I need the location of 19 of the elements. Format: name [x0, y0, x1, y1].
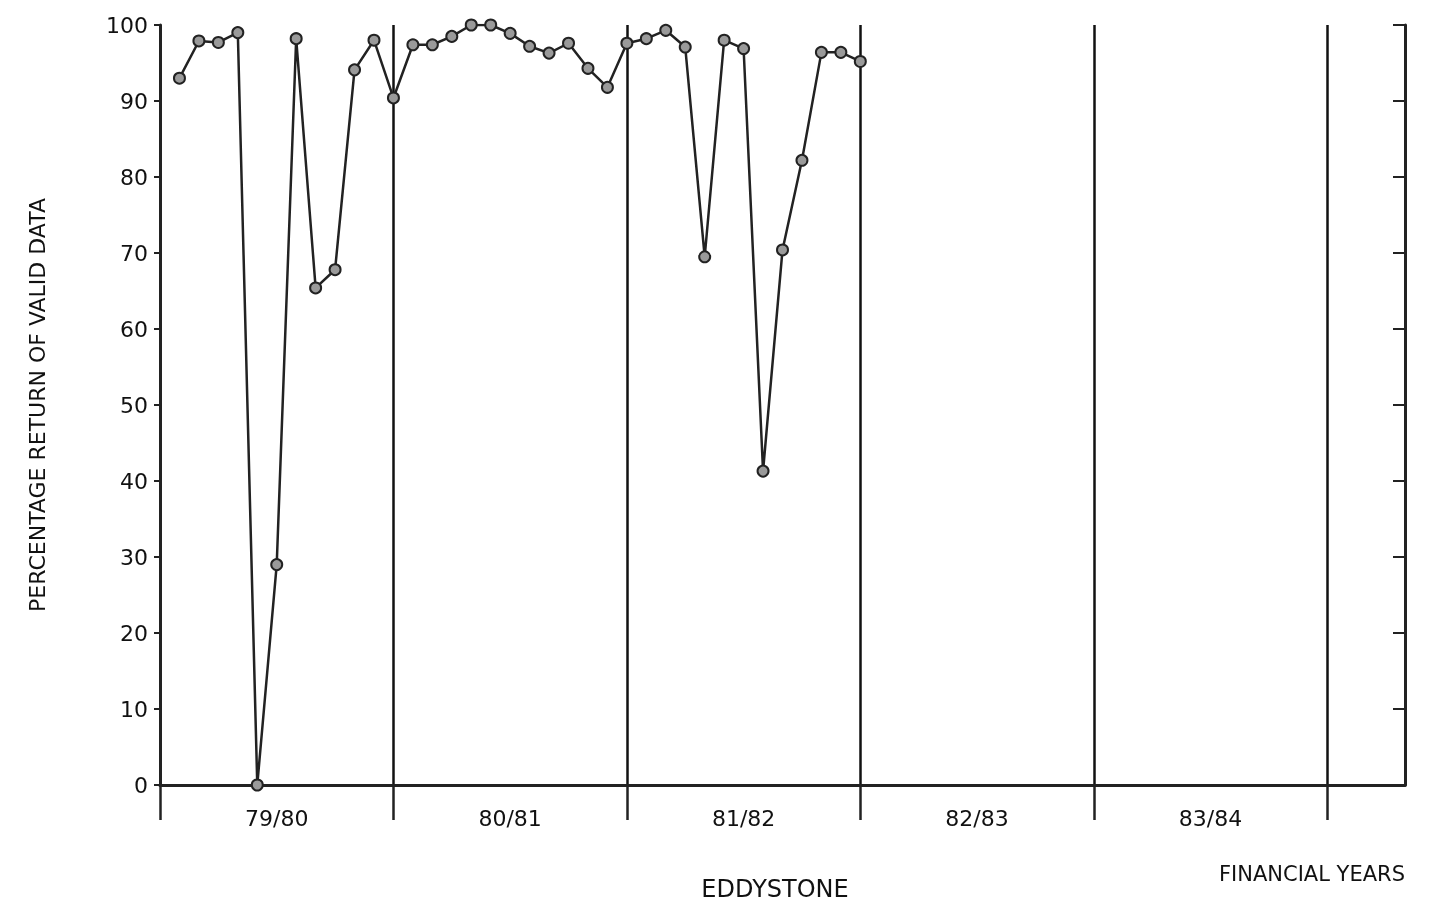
y-tick-label: 100 [106, 12, 148, 38]
y-tick-label: 20 [120, 620, 148, 646]
y-tick-label: 0 [134, 772, 148, 798]
y-tick-label: 40 [120, 468, 148, 494]
x-axis-title: FINANCIAL YEARS [1218, 861, 1405, 886]
x-tick-label: 80/81 [478, 805, 542, 831]
x-tick-label: 79/80 [245, 805, 309, 831]
y-axis-title: PERCENTAGE RETURN OF VALID DATA [24, 198, 50, 612]
y-tick-label: 70 [120, 240, 148, 266]
y-tick-label: 60 [120, 316, 148, 342]
y-tick-label: 80 [120, 164, 148, 190]
x-tick-label: 81/82 [711, 805, 776, 831]
x-tick-label: 82/83 [945, 805, 1009, 831]
text: EDDYSTONE [701, 875, 849, 903]
y-tick-label: 50 [120, 392, 148, 418]
y-tick-label: 90 [120, 88, 148, 114]
y-tick-label: 10 [120, 696, 148, 722]
x-tick-label: 83/84 [1178, 805, 1243, 831]
y-tick-label: 30 [120, 544, 148, 570]
